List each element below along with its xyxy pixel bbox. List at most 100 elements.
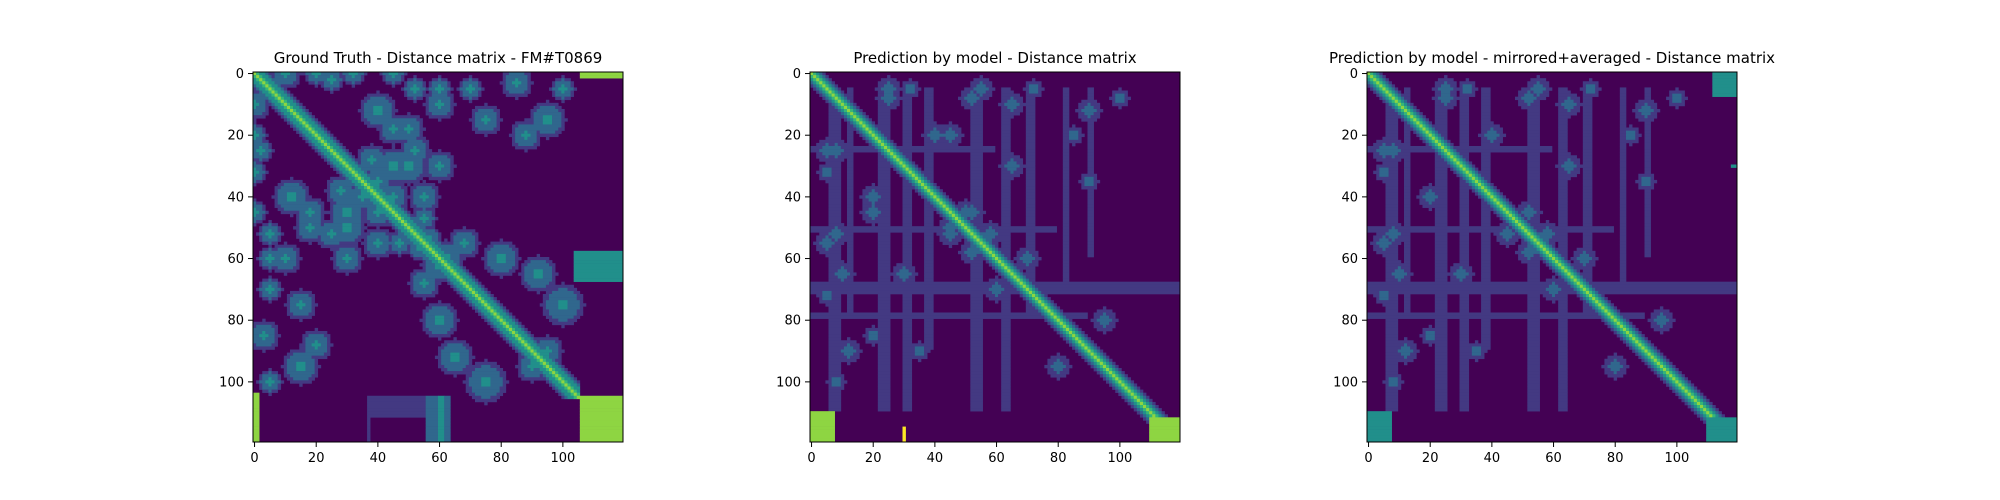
heatmap-cell: [465, 297, 470, 301]
heatmap-cell: [499, 318, 504, 323]
heatmap-cell: [253, 176, 263, 181]
heatmap-cell: [296, 216, 300, 221]
heatmap-cell: [456, 284, 463, 289]
heatmap-cell: [902, 84, 906, 88]
heatmap-cell: [877, 334, 891, 338]
heatmap-cell: [505, 321, 510, 326]
heatmap-cell: [388, 210, 393, 215]
heatmap-cell: [902, 139, 913, 144]
heatmap-cell: [973, 90, 977, 94]
heatmap-cell: [428, 244, 433, 249]
heatmap-cell: [1010, 269, 1014, 273]
heatmap-cell: [865, 130, 869, 134]
heatmap-cell: [545, 315, 553, 319]
heatmap-cell: [283, 75, 288, 79]
heatmap-cell: [1382, 84, 1386, 88]
heatmap-cell: [397, 213, 402, 218]
heatmap-cell: [447, 275, 454, 279]
heatmap-cell: [961, 257, 971, 261]
heatmap-cell: [837, 155, 854, 159]
heatmap-cell: [1407, 115, 1411, 119]
heatmap-cell: [1056, 318, 1061, 323]
heatmap-cell: [1032, 300, 1036, 304]
heatmap-cell: [450, 309, 457, 313]
heatmap-cell: [902, 257, 913, 261]
heatmap-cell: [527, 136, 537, 141]
heatmap-cell: [299, 238, 322, 242]
heatmap-cell: [401, 213, 408, 218]
heatmap-cell: [1069, 331, 1073, 335]
heatmap-cell: [1373, 152, 1380, 156]
heatmap-cell: [1376, 84, 1380, 88]
heatmap-cell: [1044, 309, 1048, 313]
heatmap-cell: [1437, 149, 1442, 153]
heatmap-cell: [512, 247, 519, 252]
heatmap-cell: [555, 130, 562, 134]
heatmap-cell: [1093, 105, 1101, 110]
heatmap-cell: [468, 241, 476, 245]
heatmap-cell: [296, 78, 300, 82]
heatmap-cell: [388, 244, 393, 249]
heatmap-cell: [1582, 136, 1593, 141]
heatmap-cell: [444, 272, 451, 276]
heatmap-cell: [268, 392, 272, 397]
heatmap-cell: [868, 142, 872, 147]
heatmap-cell: [1481, 96, 1491, 101]
heatmap-cell: [902, 349, 916, 353]
heatmap-cell: [379, 72, 383, 76]
heatmap-cell: [450, 355, 460, 360]
heatmap-cell: [905, 278, 916, 282]
heatmap-cell: [521, 327, 525, 332]
heatmap-cell: [444, 257, 451, 261]
heatmap-cell: [431, 204, 439, 208]
heatmap-cell: [1558, 96, 1568, 101]
heatmap-cell: [434, 284, 439, 289]
heatmap-cell: [1431, 124, 1448, 128]
heatmap-cell: [837, 90, 842, 94]
heatmap-cell: [1447, 149, 1451, 153]
heatmap-cell: [274, 81, 294, 85]
heatmap-cell: [459, 287, 467, 292]
heatmap-cell: [1124, 398, 1128, 403]
heatmap-cell: [816, 81, 820, 85]
heatmap-cell: [856, 105, 860, 110]
heatmap-cell: [327, 133, 331, 138]
heatmap-cell: [487, 294, 491, 298]
heatmap-cell: [259, 284, 263, 289]
heatmap-cell: [422, 207, 426, 212]
heatmap-cell: [1109, 380, 1113, 384]
heatmap-cell: [1062, 223, 1070, 227]
heatmap-cell: [1090, 115, 1101, 119]
heatmap-cell: [456, 275, 460, 279]
heatmap-cell: [422, 81, 426, 85]
heatmap-cell: [847, 204, 854, 208]
heatmap-cell: [1404, 118, 1408, 122]
heatmap-cell: [893, 266, 903, 270]
heatmap-cell: [1124, 380, 1128, 384]
heatmap-cell: [1084, 112, 1094, 116]
heatmap-cell: [847, 220, 854, 224]
heatmap-cell: [1078, 346, 1082, 350]
heatmap-cell: [1004, 263, 1008, 267]
heatmap-cell: [948, 121, 953, 125]
heatmap-cell: [410, 186, 417, 190]
heatmap-cell: [256, 84, 263, 88]
heatmap-cell: [434, 192, 439, 196]
y-tick-label: 0: [793, 67, 801, 82]
heatmap-cell: [819, 87, 823, 91]
heatmap-cell: [828, 408, 842, 412]
heatmap-cell: [1025, 210, 1036, 215]
heatmap-cell: [1050, 303, 1054, 307]
heatmap-cell: [1072, 327, 1076, 332]
heatmap-cell: [542, 371, 550, 375]
heatmap-cell: [456, 269, 463, 273]
heatmap-cell: [951, 204, 956, 208]
heatmap-cell: [438, 300, 442, 304]
heatmap-cell: [265, 87, 269, 91]
heatmap-cell: [868, 127, 872, 131]
heatmap-cell: [1121, 389, 1125, 393]
heatmap-cell: [256, 75, 260, 79]
heatmap-cell: [1124, 395, 1128, 400]
heatmap-cell: [868, 213, 879, 218]
heatmap-cell: [988, 278, 1008, 282]
